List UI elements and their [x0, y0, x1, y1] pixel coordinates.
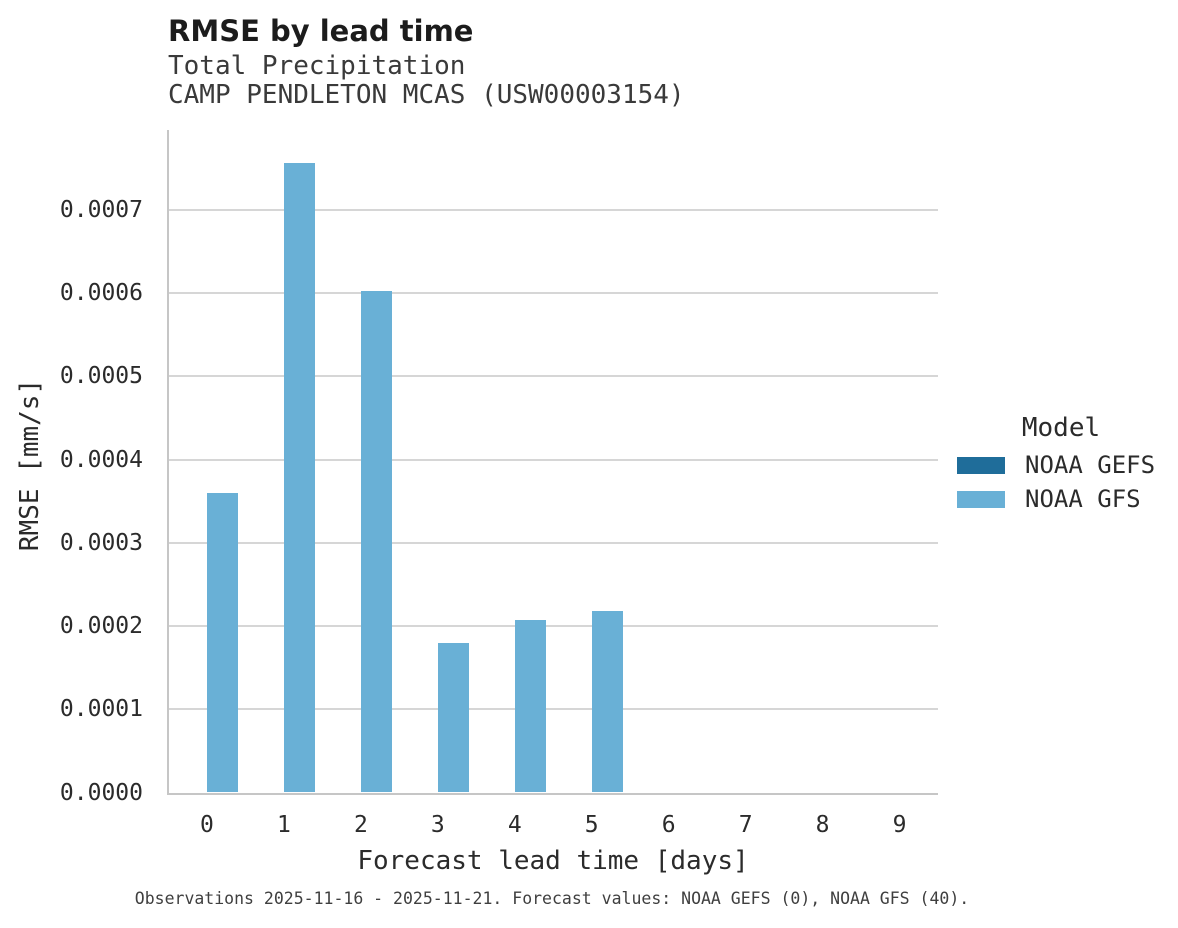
bar-noaa-gfs-lead-2 — [360, 291, 392, 793]
bar-noaa-gfs-lead-3 — [437, 642, 469, 793]
gridline-y-0.0001 — [169, 708, 938, 711]
chart-subtitle: Total Precipitation — [168, 51, 466, 81]
x-tick-label-4: 4 — [507, 812, 522, 838]
legend-title: Model — [1021, 413, 1101, 443]
x-tick-label-6: 6 — [661, 812, 676, 838]
x-axis-title: Forecast lead time [days] — [357, 846, 749, 876]
chart-station-line: CAMP PENDLETON MCAS (USW00003154) — [168, 80, 685, 110]
legend-item-noaa-gfs: NOAA GFS — [955, 482, 1167, 516]
gridline-y-0.0007 — [169, 208, 938, 211]
y-tick-label-0.0005: 0.0005 — [59, 363, 143, 390]
x-tick-label-5: 5 — [584, 812, 599, 838]
legend-swatch-noaa-gefs — [957, 456, 1005, 474]
x-tick-label-2: 2 — [353, 812, 368, 838]
y-tick-label-0.0007: 0.0007 — [59, 196, 143, 223]
legend-label-noaa-gfs: NOAA GFS — [1025, 485, 1141, 513]
y-tick-label-0.0004: 0.0004 — [59, 446, 143, 473]
gridline-y-0.0002 — [169, 625, 938, 628]
gridline-y-0.0006 — [169, 292, 938, 295]
bar-noaa-gfs-lead-0 — [206, 492, 238, 793]
x-tick-label-0: 0 — [200, 812, 214, 838]
x-tick-label-7: 7 — [738, 812, 753, 838]
bar-noaa-gfs-lead-5 — [591, 611, 623, 793]
y-axis-line — [166, 130, 169, 795]
legend-items: NOAA GEFS NOAA GFS — [955, 448, 1167, 516]
bar-noaa-gfs-lead-1 — [283, 163, 315, 793]
gridline-y-0.0005 — [169, 375, 938, 378]
y-tick-label-0.0002: 0.0002 — [59, 613, 143, 640]
bar-noaa-gfs-lead-4 — [514, 620, 546, 793]
x-tick-label-3: 3 — [430, 812, 445, 838]
gridline-y-0.0004 — [169, 458, 938, 461]
legend-swatch-noaa-gfs — [957, 490, 1005, 508]
legend: Model NOAA GEFS NOAA GFS — [955, 412, 1167, 516]
x-tick-label-9: 9 — [892, 812, 907, 838]
y-tick-label-0.0006: 0.0006 — [59, 280, 143, 307]
y-tick-label-0.0000: 0.0000 — [59, 779, 143, 806]
y-tick-label-0.0001: 0.0001 — [59, 696, 143, 723]
legend-item-noaa-gefs: NOAA GEFS — [955, 448, 1167, 482]
gridline-y-0.0003 — [169, 541, 938, 544]
y-axis-title: RMSE [mm/s] — [15, 378, 45, 552]
x-tick-label-1: 1 — [276, 812, 291, 838]
footer-caption: Observations 2025-11-16 - 2025-11-21. Fo… — [134, 889, 970, 908]
x-tick-label-8: 8 — [815, 812, 830, 838]
legend-label-noaa-gefs: NOAA GEFS — [1025, 451, 1156, 479]
chart-title: RMSE by lead time — [168, 14, 474, 48]
y-tick-label-0.0003: 0.0003 — [59, 529, 143, 556]
x-axis-line — [166, 792, 938, 795]
